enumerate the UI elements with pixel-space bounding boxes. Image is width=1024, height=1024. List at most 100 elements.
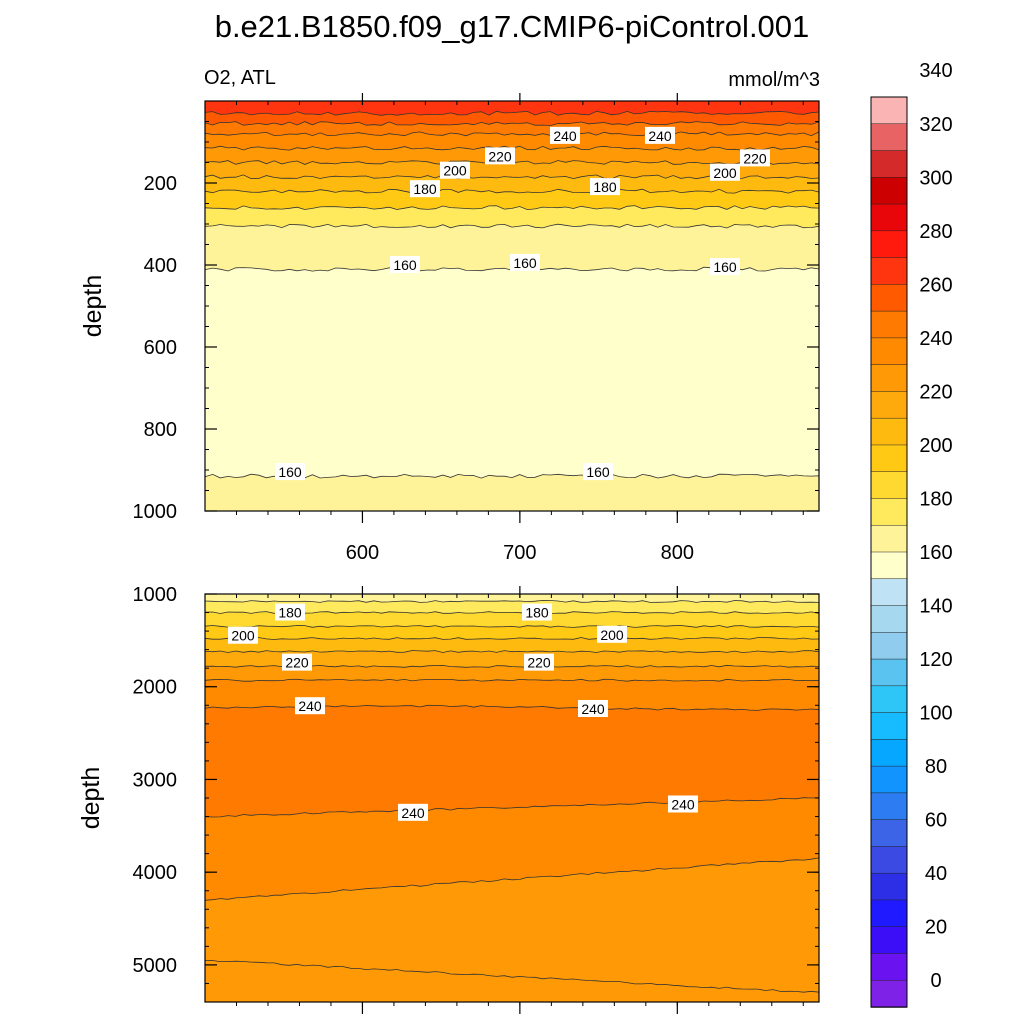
colorbar-swatch <box>870 417 908 446</box>
colorbar-swatch <box>870 471 908 500</box>
contour-label: 180 <box>275 603 305 621</box>
colorbar-swatch <box>870 257 908 286</box>
svg-text:200: 200 <box>600 627 624 643</box>
colorbar-swatch <box>870 310 908 339</box>
variable-label: O2, ATL <box>204 67 276 89</box>
contour-label: 240 <box>578 699 608 717</box>
colorbar-label: 280 <box>919 221 952 243</box>
colorbar-label: 60 <box>925 810 947 832</box>
contour-label: 200 <box>440 161 470 179</box>
x-tick-label: 700 <box>503 542 536 564</box>
contour-line <box>204 678 820 682</box>
y-tick-label: 200 <box>144 173 177 195</box>
colorbar-label: 140 <box>919 596 952 618</box>
colorbar-label: 120 <box>919 649 952 671</box>
colorbar-label: 320 <box>919 114 952 136</box>
contour-line <box>204 205 820 211</box>
x-tick-label: 600 <box>346 542 379 564</box>
svg-text:160: 160 <box>393 257 417 273</box>
colorbar-swatch <box>870 284 908 312</box>
colorbar-label: 160 <box>919 542 952 564</box>
colorbar-label: 40 <box>925 863 947 885</box>
y-tick-label: 1000 <box>133 584 178 606</box>
y-tick-label: 400 <box>144 255 177 277</box>
svg-text:220: 220 <box>743 150 767 166</box>
contour-band <box>204 266 820 479</box>
lower-y-axis-title: depth <box>77 767 105 830</box>
contour-label: 200 <box>597 625 627 643</box>
lower-panel: 180 180 200 200 220 220 240 240 240 240 1000 2000 3… <box>77 584 820 1014</box>
contour-label: 220 <box>282 653 312 671</box>
colorbar-swatch <box>870 632 908 660</box>
contour-label: 160 <box>390 256 420 273</box>
y-tick-label: 600 <box>144 337 177 359</box>
contour-line <box>204 473 820 479</box>
y-tick-label: 2000 <box>133 677 178 699</box>
colorbar-swatch <box>870 846 908 874</box>
colorbar-swatch <box>870 658 908 687</box>
svg-text:240: 240 <box>671 796 695 812</box>
svg-text:200: 200 <box>443 163 467 179</box>
svg-text:200: 200 <box>713 165 737 181</box>
colorbar-swatch <box>870 605 908 634</box>
contour-line <box>204 637 820 640</box>
colorbar-swatch <box>870 739 908 767</box>
colorbar-swatch <box>870 979 908 1008</box>
colorbar-swatch <box>870 364 908 393</box>
svg-text:160: 160 <box>713 259 737 275</box>
svg-text:180: 180 <box>278 605 302 621</box>
y-tick-label: 5000 <box>133 955 178 977</box>
contour-label: 240 <box>668 795 698 813</box>
colorbar-swatch <box>870 444 908 473</box>
svg-text:180: 180 <box>525 605 549 621</box>
svg-text:160: 160 <box>586 464 610 480</box>
contour-line <box>204 131 820 137</box>
svg-text:200: 200 <box>231 628 255 644</box>
svg-text:180: 180 <box>593 179 617 195</box>
colorbar-swatch <box>870 524 908 553</box>
contour-line <box>204 121 820 126</box>
colorbar-label: 220 <box>919 381 952 403</box>
colorbar-swatch <box>870 498 908 526</box>
svg-text:180: 180 <box>413 181 437 197</box>
contour-line <box>204 797 820 818</box>
colorbar-swatch <box>870 203 908 232</box>
colorbar-label: 300 <box>919 167 952 189</box>
contour-line <box>204 599 820 603</box>
contour-line <box>204 611 820 614</box>
colorbar: 0 20 40 60 80 100 120 140 160 180 200 220 240 260 280 3… <box>870 60 953 1008</box>
contour-label: 240 <box>645 126 675 144</box>
contour-line <box>204 625 820 628</box>
chart-title: b.e21.B1850.f09_g17.CMIP6-piControl.001 <box>215 9 810 44</box>
contour-label: 160 <box>275 463 305 481</box>
contour-label: 200 <box>710 163 740 181</box>
colorbar-label: 0 <box>930 970 941 992</box>
contour-label: 160 <box>510 253 540 271</box>
y-tick-label: 3000 <box>133 769 178 791</box>
colorbar-swatch <box>870 578 908 607</box>
contour-line <box>204 650 820 653</box>
colorbar-label: 80 <box>925 756 947 778</box>
contour-line <box>204 223 820 229</box>
contour-line <box>204 960 820 993</box>
colorbar-swatch <box>870 230 908 259</box>
contour-label: 220 <box>524 653 554 671</box>
colorbar-swatch <box>870 953 908 981</box>
contour-label: 180 <box>410 180 440 198</box>
contour-label: 240 <box>398 803 428 821</box>
x-tick-label: 800 <box>661 542 694 564</box>
svg-text:160: 160 <box>513 255 537 271</box>
colorbar-label: 20 <box>925 917 947 939</box>
contour-label: 180 <box>522 603 552 621</box>
colorbar-swatch <box>870 96 908 125</box>
contour-label: 200 <box>228 626 258 644</box>
colorbar-swatch <box>870 792 908 821</box>
svg-text:240: 240 <box>553 128 577 144</box>
colorbar-swatch <box>870 337 908 366</box>
contour-label: 180 <box>590 178 620 196</box>
contour-label: 240 <box>550 126 580 144</box>
svg-text:240: 240 <box>401 805 425 821</box>
contour-label: 220 <box>740 149 770 167</box>
contour-line <box>204 188 820 194</box>
colorbar-label: 180 <box>919 488 952 510</box>
